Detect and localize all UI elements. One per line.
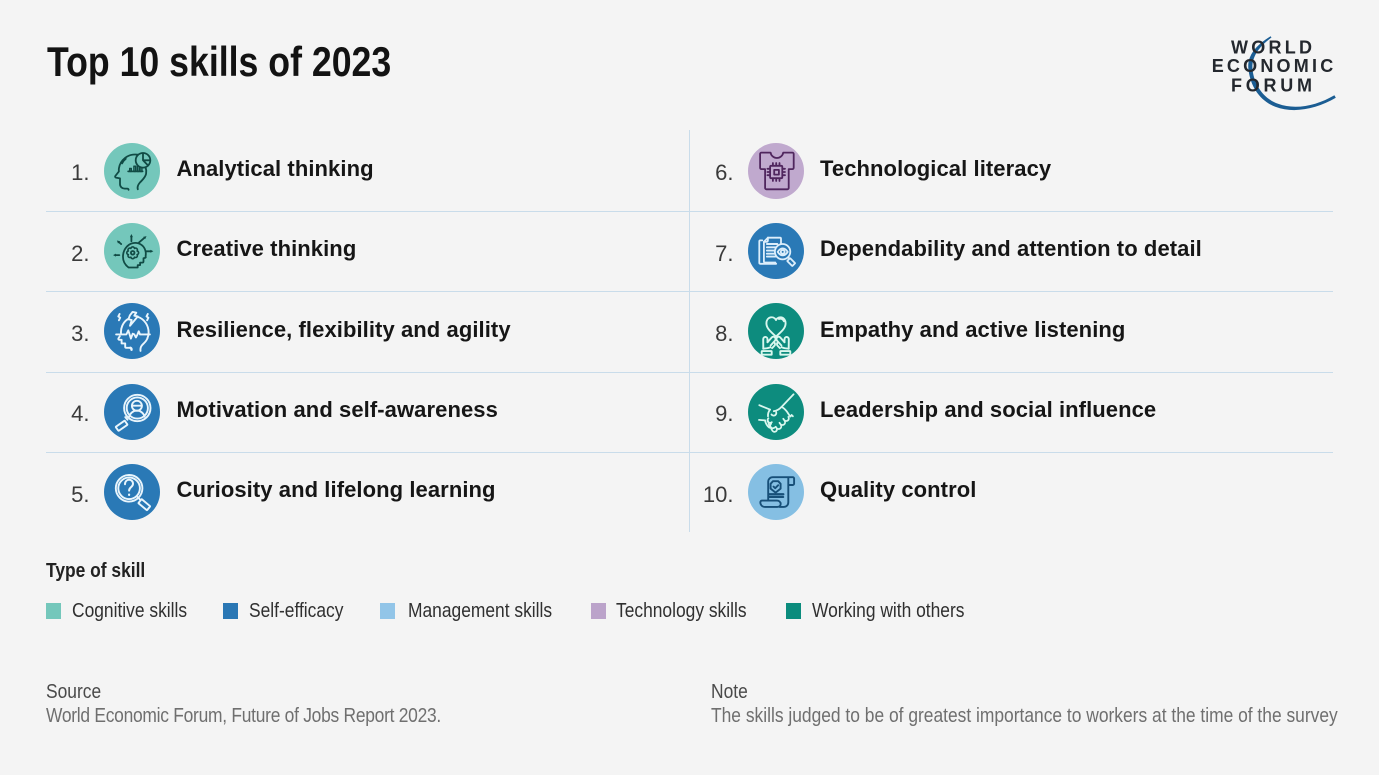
svg-text:ECONOMIC: ECONOMIC [1212,56,1334,76]
svg-text:FORUM: FORUM [1231,76,1312,96]
svg-text:WORLD: WORLD [1231,37,1312,57]
